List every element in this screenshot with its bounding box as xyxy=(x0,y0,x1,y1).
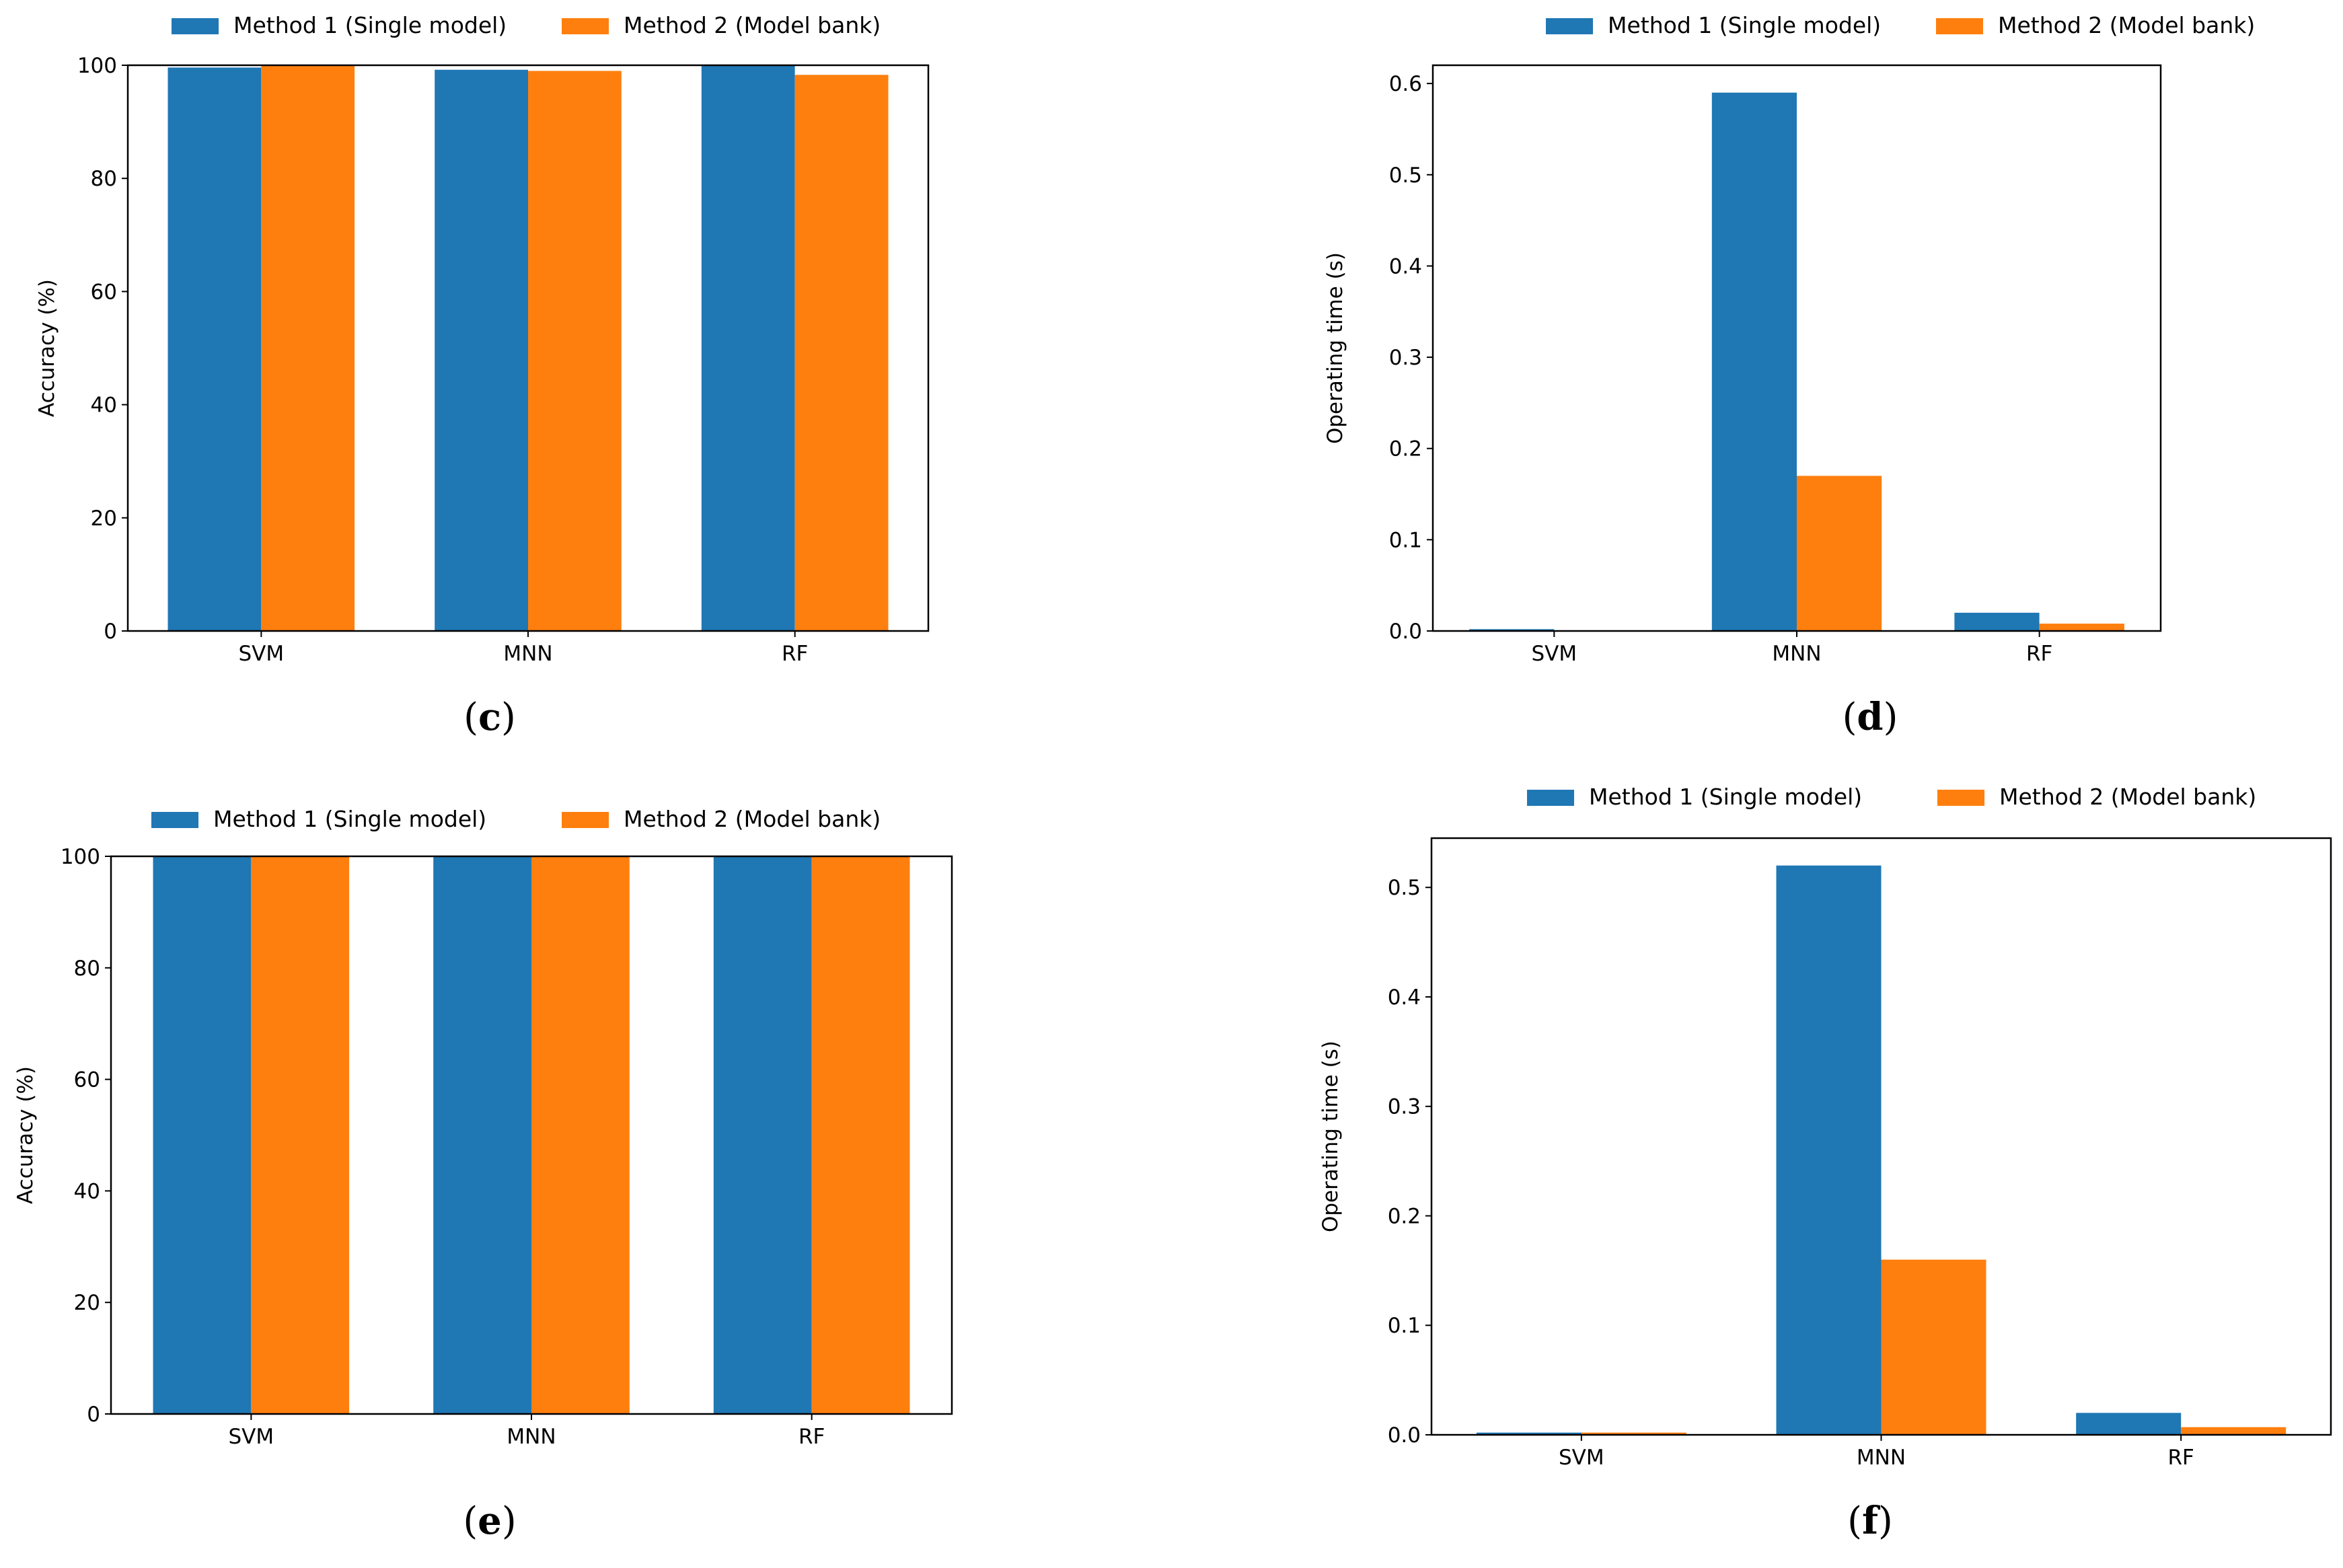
legend-swatch-series2 xyxy=(1936,18,1983,34)
bar-c-rf-series1 xyxy=(701,65,795,632)
panel-d: SVM MNN RF 0.0 0.1 0.2 0.3 0.4 0.5 0.6 Operating t… xyxy=(1323,12,2255,739)
x-tick-label: RF xyxy=(2167,1446,2194,1470)
bar-f-mnn-series2 xyxy=(1881,1259,1986,1435)
bar-e-svm-series2 xyxy=(251,856,350,1414)
bar-d-mnn-series1 xyxy=(1711,92,1797,631)
bar-c-mnn-series2 xyxy=(528,71,622,631)
y-tick-label: 20 xyxy=(91,507,117,531)
bar-e-mnn-series2 xyxy=(531,856,630,1414)
legend-label-series1: Method 1 (Single model) xyxy=(1608,12,1881,38)
bar-d-rf-series1 xyxy=(1954,612,2040,631)
y-tick-label: 0.1 xyxy=(1388,1314,1421,1338)
y-tick-label: 0.4 xyxy=(1388,985,1421,1010)
legend-swatch-series2 xyxy=(562,18,609,34)
panel-caption: (c) xyxy=(463,695,516,739)
x-tick-label: MNN xyxy=(503,642,552,666)
x-tick-label: SVM xyxy=(239,642,285,666)
legend-label-series2: Method 2 (Model bank) xyxy=(624,806,881,832)
legend-label-series1: Method 1 (Single model) xyxy=(1589,784,1862,810)
y-tick-label: 0.3 xyxy=(1389,346,1422,370)
bar-f-svm-series2 xyxy=(1581,1432,1686,1435)
y-tick-label: 0.5 xyxy=(1389,163,1422,188)
bar-f-rf-series1 xyxy=(2076,1413,2182,1435)
bar-e-rf-series1 xyxy=(713,856,812,1414)
bar-c-rf-series2 xyxy=(794,75,889,632)
x-tick-label: SVM xyxy=(229,1425,274,1449)
legend-label-series1: Method 1 (Single model) xyxy=(213,806,486,832)
legend-swatch-series1 xyxy=(172,18,219,34)
bar-c-svm-series1 xyxy=(168,67,262,631)
y-tick-label: 100 xyxy=(61,845,100,869)
y-tick-label: 0.0 xyxy=(1388,1423,1421,1448)
y-tick-label: 0.3 xyxy=(1388,1095,1421,1119)
plot-frame xyxy=(1430,837,2332,1436)
legend-swatch-series1 xyxy=(151,812,198,828)
legend-swatch-series2 xyxy=(562,812,609,828)
panel-caption: (e) xyxy=(463,1499,516,1543)
legend-label-series2: Method 2 (Model bank) xyxy=(1999,784,2256,810)
panel-e: SVM MNN RF 0 20 40 60 80 100 Accuracy (%) Method 1… xyxy=(13,806,953,1543)
legend-swatch-series1 xyxy=(1527,790,1574,806)
x-tick-label: MNN xyxy=(507,1425,556,1449)
bar-d-svm-series1 xyxy=(1469,629,1555,631)
x-tick-label: RF xyxy=(782,642,808,666)
y-tick-label: 0.6 xyxy=(1389,72,1422,96)
legend-swatch-series1 xyxy=(1546,18,1593,34)
plot-frame xyxy=(1431,64,2162,632)
y-tick-label: 0 xyxy=(104,620,117,644)
legend-swatch-series2 xyxy=(1937,790,1984,806)
legend-label-series1: Method 1 (Single model) xyxy=(233,12,507,38)
y-tick-label: 20 xyxy=(74,1291,100,1315)
bar-c-mnn-series1 xyxy=(435,69,528,631)
y-tick-label: 0.2 xyxy=(1388,1204,1421,1228)
y-tick-label: 60 xyxy=(91,280,117,304)
y-tick-label: 0.1 xyxy=(1389,528,1422,552)
y-tick-label: 40 xyxy=(91,394,117,418)
y-tick-label: 0 xyxy=(87,1403,100,1427)
bar-e-mnn-series1 xyxy=(433,856,531,1414)
bar-f-rf-series2 xyxy=(2181,1427,2286,1435)
bar-c-svm-series2 xyxy=(261,65,355,632)
legend-label-series2: Method 2 (Model bank) xyxy=(624,12,881,38)
y-tick-label: 80 xyxy=(91,167,117,191)
plot-frame xyxy=(110,855,953,1415)
bar-f-mnn-series1 xyxy=(1776,865,1882,1435)
y-axis-label: Accuracy (%) xyxy=(35,279,59,417)
panel-f: SVM MNN RF 0.0 0.1 0.2 0.3 0.4 0.5 Operating time… xyxy=(1318,784,2332,1543)
y-axis-label: Accuracy (%) xyxy=(13,1066,38,1204)
x-tick-label: SVM xyxy=(1559,1446,1604,1470)
panel-caption: (d) xyxy=(1843,695,1898,739)
plot-frame xyxy=(126,64,930,632)
bar-d-rf-series2 xyxy=(2039,624,2124,631)
legend-label-series2: Method 2 (Model bank) xyxy=(1998,12,2255,38)
y-axis-label: Operating time (s) xyxy=(1323,252,1347,444)
y-tick-label: 60 xyxy=(74,1068,100,1092)
y-tick-label: 0.0 xyxy=(1389,620,1422,644)
bar-e-svm-series1 xyxy=(153,856,252,1414)
x-tick-label: RF xyxy=(2026,642,2052,666)
y-tick-label: 0.5 xyxy=(1388,876,1421,900)
y-tick-label: 80 xyxy=(74,957,100,981)
bar-e-rf-series2 xyxy=(811,856,910,1414)
x-tick-label: RF xyxy=(798,1425,825,1449)
y-tick-label: 0.4 xyxy=(1389,254,1422,278)
y-tick-label: 0.2 xyxy=(1389,437,1422,461)
y-axis-label: Operating time (s) xyxy=(1318,1041,1343,1232)
x-tick-label: MNN xyxy=(1857,1446,1906,1470)
panel-c: SVM MNN RF 0 20 40 60 80 100 Accuracy (%) Method 1… xyxy=(35,12,930,739)
panel-caption: (f) xyxy=(1847,1499,1893,1543)
x-tick-label: SVM xyxy=(1532,642,1577,666)
bar-d-mnn-series2 xyxy=(1797,476,1882,631)
x-tick-label: MNN xyxy=(1772,642,1821,666)
y-tick-label: 100 xyxy=(77,54,117,78)
y-tick-label: 40 xyxy=(74,1179,100,1203)
bar-f-svm-series1 xyxy=(1476,1432,1582,1435)
